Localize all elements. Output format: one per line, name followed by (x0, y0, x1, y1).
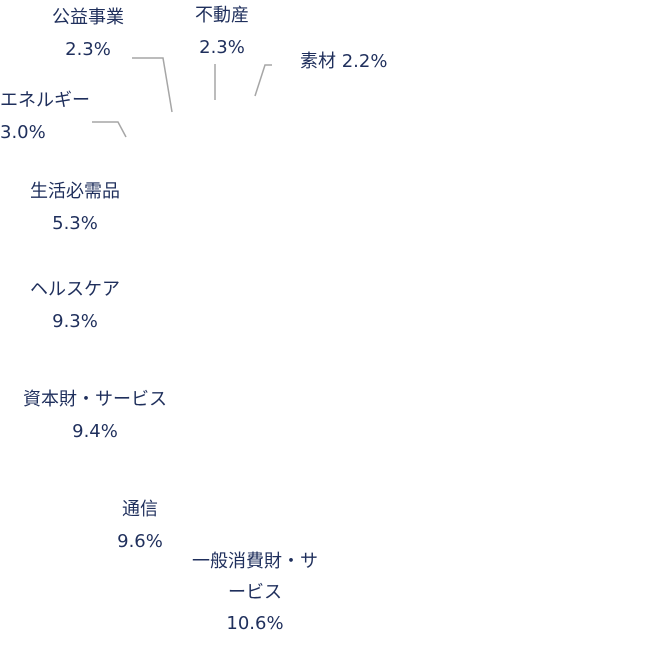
slice-label: 資本財・サービス 9.4% (23, 384, 167, 448)
value-label: 9.3% (52, 311, 98, 332)
category-label: 生活必需品 (30, 181, 120, 202)
category-label: エネルギー (0, 90, 90, 111)
category-label: 一般消費財・サービス (192, 551, 318, 603)
pie-slice (233, 330, 389, 570)
value-label: 9.4% (72, 421, 118, 442)
value-label: 3.0% (0, 122, 46, 143)
value-label: 10.6% (226, 613, 284, 634)
slice-label: 生活必需品 5.3% (30, 176, 120, 240)
value-label: 2.3% (65, 39, 111, 60)
slice-label: 不動産 2.3% (195, 0, 249, 64)
pie-slice (231, 100, 330, 330)
category-label: 公益事業 (52, 7, 124, 28)
slice-label: 通信 9.6% (117, 494, 163, 558)
category-label: ヘルスケア (30, 279, 120, 300)
slice-label: ヘルスケア 9.3% (30, 274, 120, 338)
slice-label: エネルギー 3.0% (0, 85, 90, 149)
pie-slice (135, 134, 330, 330)
leader-line (92, 121, 127, 138)
pie-slice (191, 112, 330, 330)
category-label: 不動産 (195, 5, 249, 26)
leader-line (254, 64, 272, 97)
slice-label: 一般消費財・サービス 10.6% (190, 546, 320, 639)
pie-slice (297, 90, 330, 330)
category-label: 資本財・サービス (23, 389, 167, 410)
pie-slice (263, 92, 330, 330)
category-label: 素材 (300, 51, 336, 72)
pie-slice (90, 190, 330, 330)
slice-label: 素材 2.2% (300, 46, 387, 78)
category-label: 通信 (121, 499, 158, 520)
value-label: 2.2% (341, 51, 388, 72)
leader-line (132, 57, 173, 113)
slice-label: 公益事業 2.3% (52, 2, 124, 66)
value-label: 9.6% (117, 531, 163, 552)
value-label: 5.3% (52, 213, 98, 234)
value-label: 2.3% (199, 37, 245, 58)
